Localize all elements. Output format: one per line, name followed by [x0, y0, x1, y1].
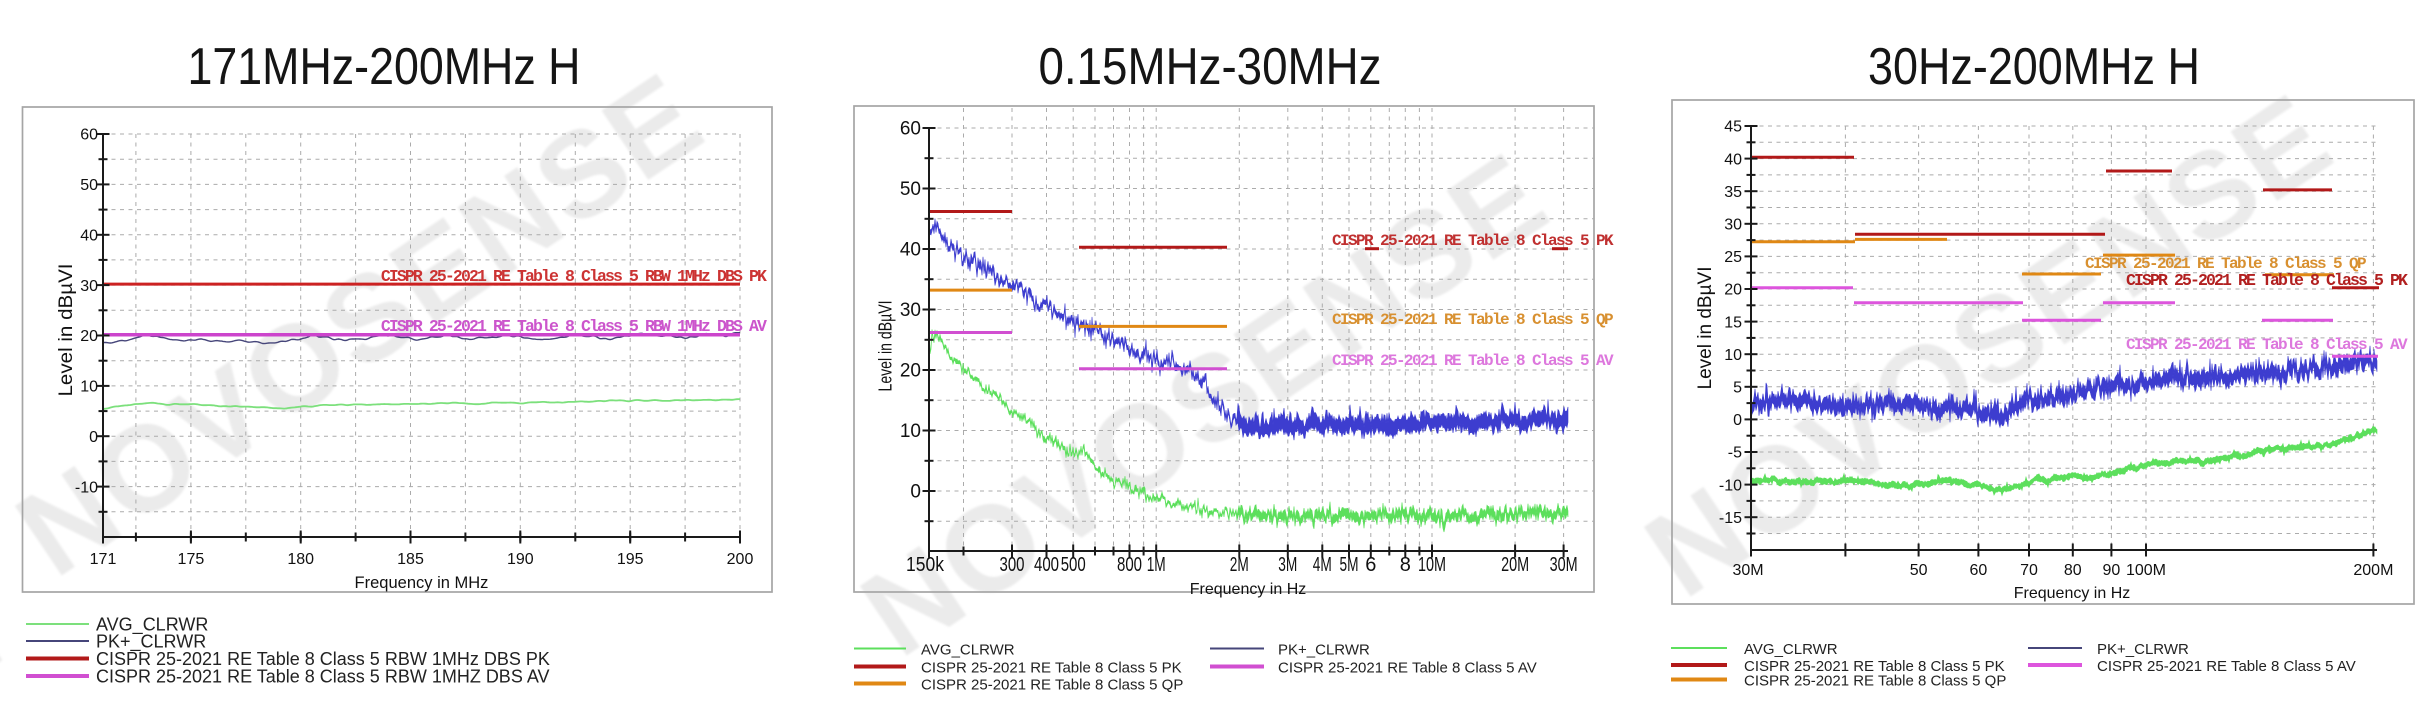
svg-text:-10: -10	[1719, 477, 1742, 494]
svg-text:8: 8	[1400, 554, 1411, 576]
svg-text:6: 6	[1365, 554, 1376, 576]
svg-text:-5: -5	[1728, 445, 1742, 462]
svg-text:45: 45	[1724, 119, 1742, 136]
svg-text:CISPR 25-2021 RE Table 8 Class: CISPR 25-2021 RE Table 8 Class 5 PK	[2126, 271, 2408, 290]
svg-text:CISPR 25-2021 RE Table 8 Class: CISPR 25-2021 RE Table 8 Class 5 RBW 1MH…	[96, 667, 550, 687]
svg-text:AVG_CLRWR: AVG_CLRWR	[921, 642, 1015, 659]
svg-text:Frequency in Hz: Frequency in Hz	[1190, 581, 1307, 598]
svg-text:CISPR 25-2021 RE Table 8 Class: CISPR 25-2021 RE Table 8 Class 5 RBW 1MH…	[381, 267, 767, 286]
svg-text:70: 70	[2020, 562, 2038, 579]
svg-text:50: 50	[1910, 562, 1928, 579]
svg-text:CISPR 25-2021 RE Table 8 Class: CISPR 25-2021 RE Table 8 Class 5 QP	[1332, 311, 1613, 329]
svg-text:CISPR 25-2021 RE Table 8 Class: CISPR 25-2021 RE Table 8 Class 5 QP	[2085, 255, 2366, 273]
svg-text:CISPR 25-2021 RE Table 8 Class: CISPR 25-2021 RE Table 8 Class 5 AV	[2126, 336, 2408, 354]
svg-text:3M: 3M	[1278, 554, 1297, 576]
svg-text:10: 10	[1724, 347, 1742, 364]
svg-text:185: 185	[397, 551, 424, 568]
svg-text:CISPR 25-2021 RE Table 8 Class: CISPR 25-2021 RE Table 8 Class 5 AV	[1278, 660, 1537, 677]
svg-text:CISPR 25-2021 RE Table 8 Class: CISPR 25-2021 RE Table 8 Class 5 RBW 1MH…	[96, 649, 550, 669]
svg-text:5M: 5M	[1340, 554, 1359, 576]
svg-text:30: 30	[900, 300, 921, 321]
svg-text:Level in dBµVI: Level in dBµVI	[55, 264, 77, 397]
svg-text:150k: 150k	[906, 554, 945, 576]
svg-text:80: 80	[2064, 562, 2082, 579]
svg-text:20M: 20M	[1501, 554, 1529, 576]
svg-text:40: 40	[900, 240, 921, 261]
svg-text:CISPR 25-2021 RE Table 8 Class: CISPR 25-2021 RE Table 8 Class 5 RBW 1MH…	[381, 317, 767, 336]
svg-text:25: 25	[1724, 249, 1742, 266]
svg-text:200: 200	[727, 551, 754, 568]
svg-text:30: 30	[1724, 217, 1742, 234]
svg-text:-15: -15	[1719, 510, 1742, 527]
svg-text:171: 171	[90, 551, 117, 568]
svg-text:CISPR 25-2021 RE Table 8 Class: CISPR 25-2021 RE Table 8 Class 5 AV	[2097, 658, 2356, 675]
svg-text:15: 15	[1724, 314, 1742, 331]
svg-text:20: 20	[900, 361, 921, 382]
svg-text:40: 40	[1724, 151, 1742, 168]
svg-text:20: 20	[80, 328, 98, 345]
svg-text:4M: 4M	[1313, 554, 1332, 576]
svg-text:400: 400	[1034, 554, 1059, 576]
svg-text:300: 300	[1000, 554, 1025, 576]
svg-text:CISPR 25-2021 RE Table 8 Class: CISPR 25-2021 RE Table 8 Class 5 PK	[1332, 232, 1614, 250]
svg-text:175: 175	[178, 551, 205, 568]
svg-text:Level in dBµVI: Level in dBµVI	[1695, 267, 1716, 390]
svg-text:-10: -10	[75, 479, 98, 496]
svg-text:CISPR 25-2021 RE Table 8 Class: CISPR 25-2021 RE Table 8 Class 5 PK	[1744, 658, 2005, 675]
svg-text:171MHz-200MHz H: 171MHz-200MHz H	[188, 38, 581, 96]
svg-text:0: 0	[1733, 412, 1742, 429]
svg-text:AVG_CLRWR: AVG_CLRWR	[96, 615, 208, 636]
svg-text:5: 5	[1733, 380, 1742, 397]
svg-text:CISPR 25-2021 RE Table 8 Class: CISPR 25-2021 RE Table 8 Class 5 QP	[1744, 673, 2006, 690]
svg-text:PK+_CLRWR: PK+_CLRWR	[96, 632, 206, 653]
svg-text:190: 190	[507, 551, 534, 568]
svg-text:50: 50	[900, 179, 921, 200]
svg-text:30Hz-200MHz H: 30Hz-200MHz H	[1868, 38, 2200, 96]
svg-text:PK+_CLRWR: PK+_CLRWR	[2097, 641, 2189, 658]
svg-text:60: 60	[1970, 562, 1988, 579]
svg-text:10: 10	[80, 379, 98, 396]
svg-text:50: 50	[80, 177, 98, 194]
svg-text:Level in dBµVI: Level in dBµVI	[875, 301, 896, 392]
svg-text:30M: 30M	[1550, 554, 1578, 576]
svg-text:AVG_CLRWR: AVG_CLRWR	[1744, 641, 1838, 658]
svg-text:35: 35	[1724, 184, 1742, 201]
svg-text:0: 0	[89, 429, 98, 446]
svg-text:PK+_CLRWR: PK+_CLRWR	[1278, 642, 1370, 659]
svg-text:1M: 1M	[1147, 554, 1166, 576]
svg-text:CISPR 25-2021 RE Table 8 Class: CISPR 25-2021 RE Table 8 Class 5 PK	[921, 660, 1182, 677]
svg-text:30: 30	[80, 278, 98, 295]
svg-text:800: 800	[1117, 554, 1142, 576]
svg-text:60: 60	[80, 127, 98, 144]
svg-text:CISPR 25-2021 RE Table 8 Class: CISPR 25-2021 RE Table 8 Class 5 QP	[921, 677, 1183, 694]
svg-text:60: 60	[900, 119, 921, 140]
svg-text:20: 20	[1724, 282, 1742, 299]
svg-text:195: 195	[617, 551, 644, 568]
svg-text:10: 10	[900, 421, 921, 442]
svg-text:10M: 10M	[1418, 554, 1446, 576]
svg-text:CISPR 25-2021 RE Table 8 Class: CISPR 25-2021 RE Table 8 Class 5 AV	[1332, 352, 1614, 370]
svg-text:40: 40	[80, 227, 98, 244]
svg-text:30M: 30M	[1732, 562, 1763, 579]
svg-text:500: 500	[1061, 554, 1086, 576]
svg-text:180: 180	[287, 551, 314, 568]
svg-text:100M: 100M	[2126, 562, 2166, 579]
svg-text:200M: 200M	[2353, 562, 2393, 579]
svg-text:90: 90	[2103, 562, 2121, 579]
svg-text:0.15MHz-30MHz: 0.15MHz-30MHz	[1039, 38, 1382, 96]
svg-text:2M: 2M	[1230, 554, 1249, 576]
svg-text:0: 0	[910, 482, 921, 503]
svg-text:Frequency in MHz: Frequency in MHz	[355, 574, 489, 592]
svg-text:Frequency in Hz: Frequency in Hz	[2014, 585, 2131, 602]
